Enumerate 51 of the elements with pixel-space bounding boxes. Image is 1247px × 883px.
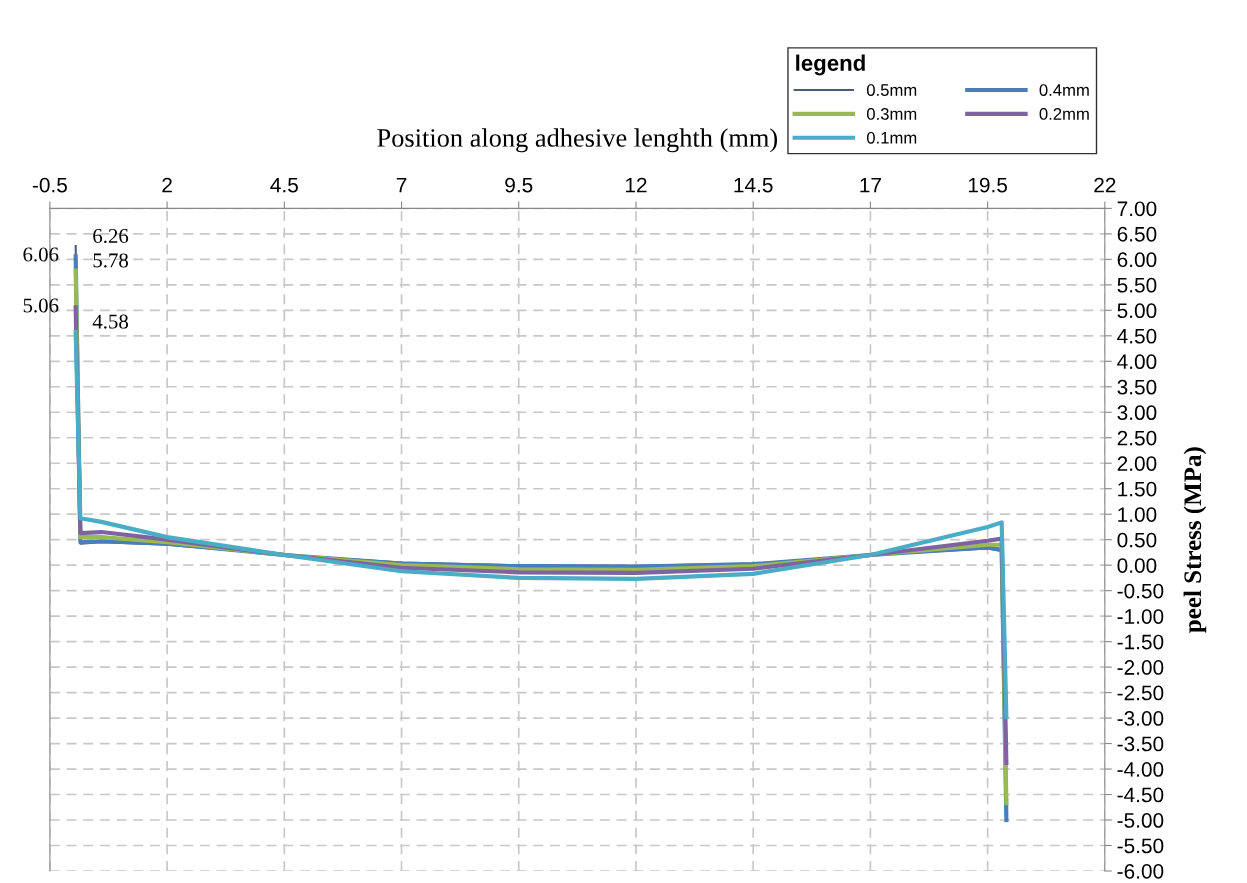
y-tick-label: 0.50 [1117, 532, 1157, 548]
x-tick-label: 7 [396, 177, 407, 193]
x-tick-label: -0.5 [32, 177, 67, 193]
data-label: 5.78 [93, 253, 128, 268]
legend-label: 0.5mm [866, 84, 917, 96]
x-tick-label: 12 [625, 177, 647, 193]
data-label: 6.06 [23, 247, 59, 262]
y-tick-label: -3.00 [1117, 711, 1164, 726]
y-tick-label: -1.50 [1117, 634, 1164, 650]
y-tick-label: -4.00 [1117, 762, 1164, 777]
y-tick-label: -2.00 [1117, 660, 1164, 675]
y-tick-label: 1.00 [1118, 507, 1157, 522]
legend-label: 0.4mm [1039, 84, 1089, 96]
y-tick-label: 6.00 [1117, 252, 1157, 268]
x-tick-label: 14.5 [734, 177, 773, 193]
y-tick-label: 4.00 [1117, 354, 1157, 370]
y-tick-label: 3.00 [1117, 405, 1157, 421]
y-tick-label: -6.00 [1117, 863, 1164, 879]
y-tick-label: -2.50 [1117, 685, 1164, 701]
y-tick-label: -3.50 [1117, 736, 1164, 752]
x-tick-label: 17 [860, 177, 881, 193]
y-tick-label: -4.50 [1117, 787, 1164, 803]
y-tick-label: -5.50 [1117, 838, 1164, 854]
x-tick-label: 22 [1094, 177, 1116, 193]
legend-label: 0.2mm [1039, 108, 1089, 120]
y-tick-label: 7.00 [1117, 201, 1157, 217]
x-tick-label: 2 [162, 177, 172, 193]
x-tick-label: 4.5 [270, 177, 298, 193]
y-tick-label: -1.00 [1117, 609, 1164, 624]
data-label: 6.26 [93, 228, 129, 244]
line-series [73, 329, 1009, 720]
y-axis-title: peel Stress (MPa) [1183, 447, 1207, 633]
y-tick-label: -5.00 [1117, 813, 1164, 828]
x-tick-label: 19.5 [968, 177, 1008, 193]
y-tick-label: 6.50 [1117, 226, 1157, 242]
legend-title: legend [796, 54, 865, 76]
y-tick-label: 2.50 [1117, 430, 1157, 446]
y-tick-label: 2.00 [1117, 456, 1157, 471]
legend-label: 0.1mm [866, 131, 917, 144]
data-label: 4.58 [92, 314, 128, 329]
legend-label: 0.3mm [866, 108, 917, 120]
y-tick-label: 3.50 [1117, 379, 1157, 395]
y-tick-label: -0.50 [1117, 583, 1164, 599]
data-label: 5.06 [23, 298, 59, 313]
y-tick-label: 5.50 [1117, 277, 1157, 293]
y-tick-label: 4.50 [1117, 328, 1157, 344]
x-axis-title: Position along adhesive lenghth (mm) [377, 128, 778, 153]
y-tick-label: 0.00 [1117, 558, 1157, 573]
y-tick-label: 1.50 [1118, 481, 1157, 497]
y-tick-label: 5.00 [1117, 303, 1157, 319]
x-tick-label: 9.5 [505, 177, 533, 193]
